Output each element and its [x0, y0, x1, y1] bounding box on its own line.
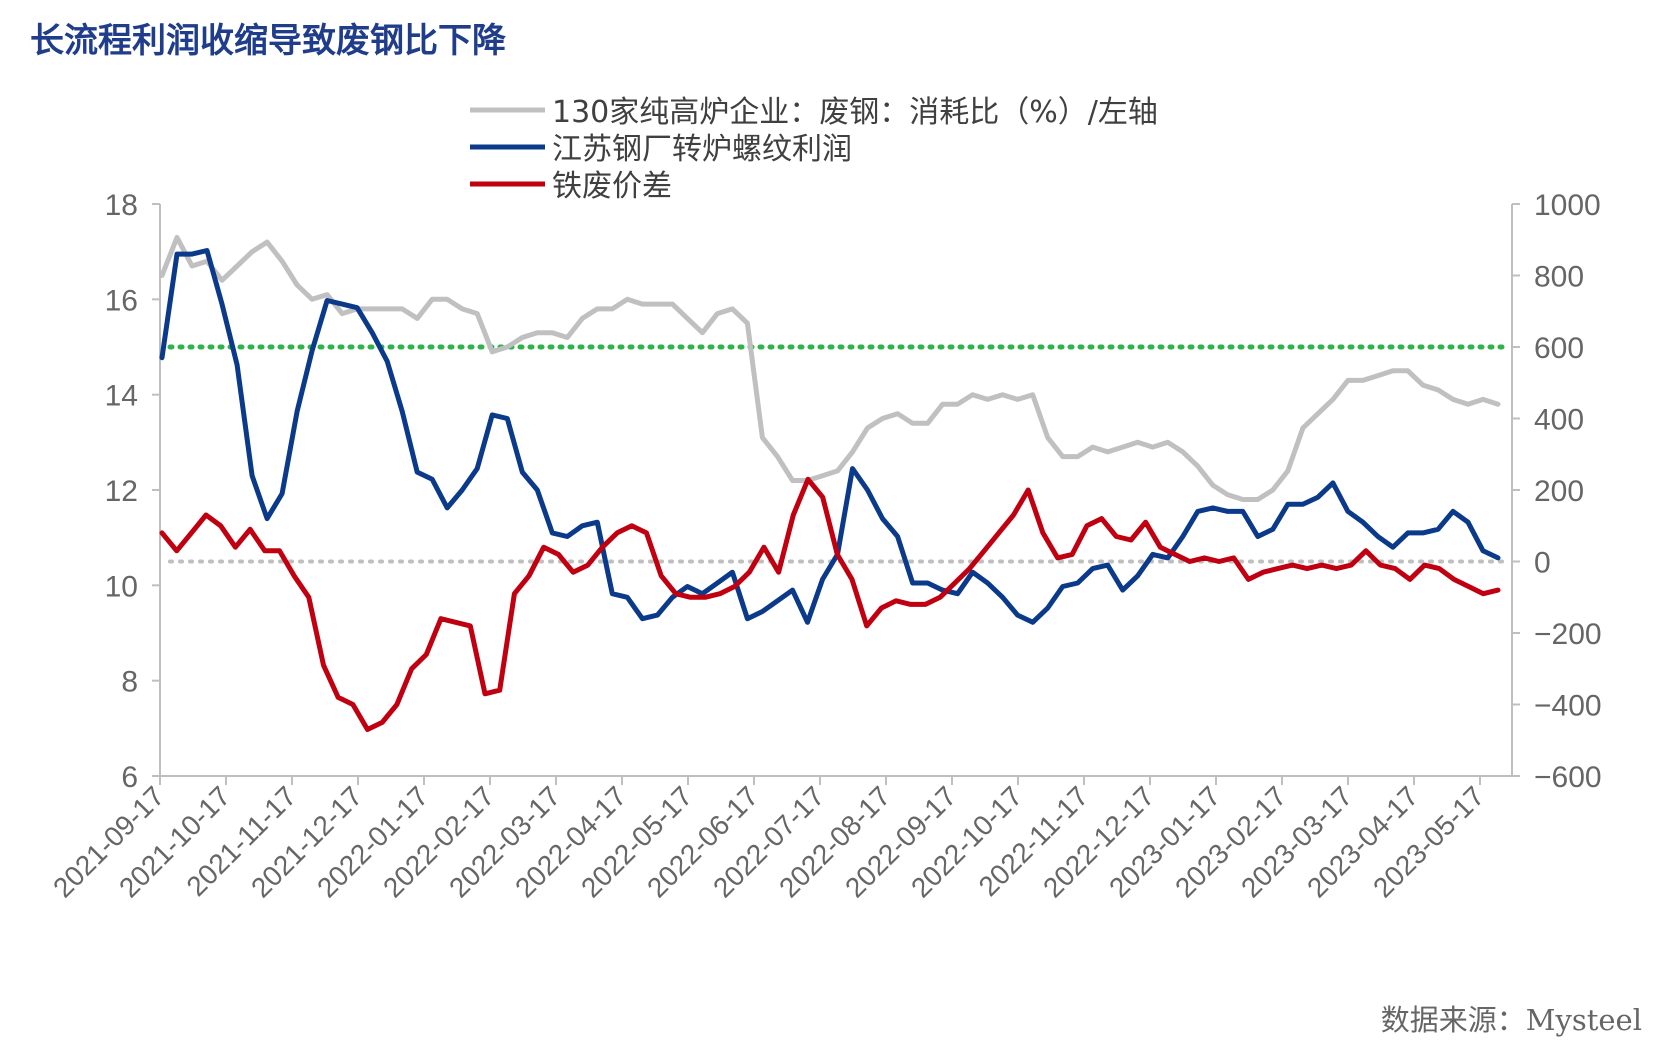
left-axis-tick-label: 18 [105, 189, 138, 222]
left-axis-tick-label: 14 [105, 380, 138, 413]
right-axis-tick-label: −400 [1534, 690, 1602, 723]
legend-label-iron-scrap-spread: 铁废价差 [552, 169, 672, 204]
series-line-iron-scrap-spread [159, 476, 1501, 732]
reference-lines [167, 344, 1505, 564]
left-axis-tick-label: 10 [105, 570, 138, 603]
left-axis-tick-label: 6 [121, 761, 138, 794]
right-axis-tick-label: 200 [1534, 475, 1584, 508]
left-axis-tick-label: 16 [105, 284, 138, 317]
legend-label-rebar-profit: 江苏钢厂转炉螺纹利润 [552, 132, 852, 167]
left-axis-tick-label: 8 [121, 666, 138, 699]
right-axis-tick-label: 800 [1534, 261, 1584, 294]
legend: 130家纯高炉企业：废钢：消耗比（%）/左轴 江苏钢厂转炉螺纹利润 铁废价差 [470, 95, 1158, 204]
right-axis-tick-label: 400 [1534, 404, 1584, 437]
left-axis-tick-label: 12 [105, 475, 138, 508]
legend-label-scrap-ratio: 130家纯高炉企业：废钢：消耗比（%）/左轴 [552, 95, 1158, 130]
axes: 6 8 10 12 14 16 18 −600 −400 −200 0 200 400 600 800 100… [47, 189, 1602, 904]
right-axis-tick-label: 0 [1534, 547, 1551, 580]
series-line-rebar-profit [159, 248, 1501, 625]
source-note: 数据来源：Mysteel [1381, 1003, 1642, 1037]
right-axis-tick-label: 1000 [1534, 189, 1601, 222]
series-line-scrap-ratio [159, 234, 1501, 502]
chart-title: 长流程利润收缩导致废钢比下降 [30, 21, 507, 61]
series-lines [159, 234, 1501, 732]
right-axis-tick-label: −600 [1534, 761, 1602, 794]
right-axis-tick-label: −200 [1534, 618, 1602, 651]
right-axis-tick-label: 600 [1534, 332, 1584, 365]
